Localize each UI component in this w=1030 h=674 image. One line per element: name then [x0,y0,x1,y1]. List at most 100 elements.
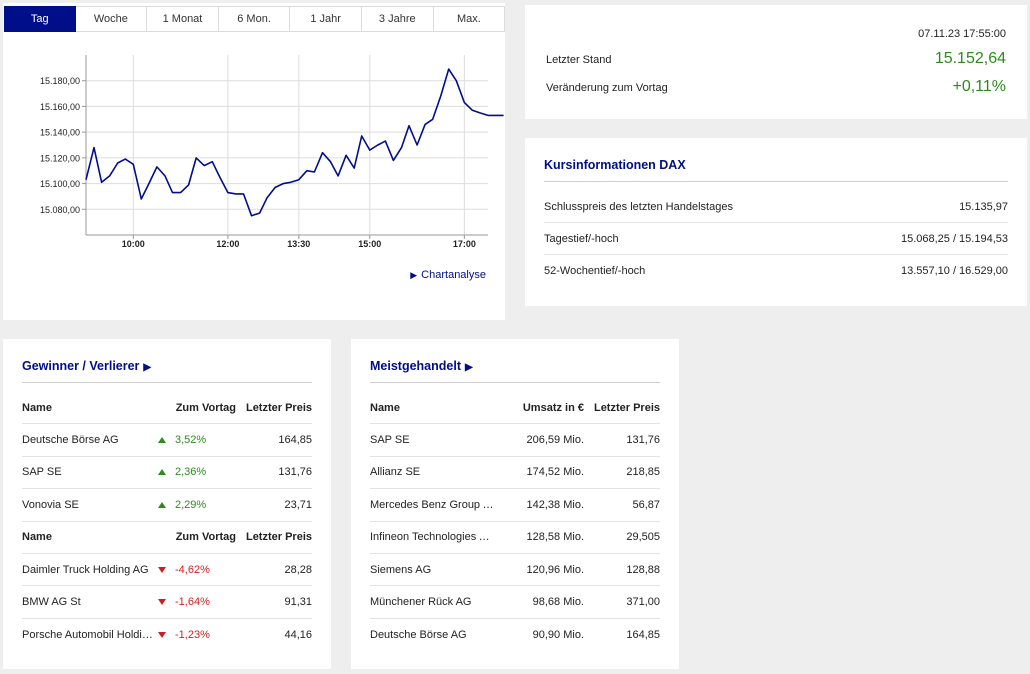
play-triangle-icon: ▶ [143,362,152,373]
tab-week[interactable]: Woche [75,6,148,32]
table-row[interactable]: Allianz SE 174,52 Mio. 218,85 [370,457,660,490]
change-value: 3,52% [175,434,207,447]
table-row[interactable]: Daimler Truck Holding AG -4,62% 28,28 [22,554,312,587]
quote-panel: 07.11.23 17:55:00 Letzter Stand 15.152,6… [525,5,1027,119]
tab-max[interactable]: Max. [433,6,506,32]
stock-volume: 206,59 Mio. [526,434,584,447]
stock-name[interactable]: Mercedes Benz Group AG … [370,498,494,511]
header-name: Name [370,401,400,414]
index-info-panel: Kursinformationen DAX Schlusspreis des l… [525,138,1027,306]
table-header-row: Name Umsatz in € Letzter Preis [370,392,660,425]
stock-change: 2,36% [156,466,236,478]
arrow-up-icon [158,469,166,476]
stock-price: 131,76 [626,434,660,447]
stock-volume: 128,58 Mio. [526,531,584,544]
header-name: Name [22,531,52,544]
gainers-losers-panel: Gewinner / Verlierer ▶ Name Zum Vortag Le… [3,339,331,669]
table-row[interactable]: SAP SE 2,36% 131,76 [22,457,312,490]
header-change: Zum Vortag [175,531,236,544]
stock-price: 164,85 [278,434,312,447]
info-row-close: Schlusspreis des letzten Handelstages 15… [544,191,1008,223]
timeframe-tabs: Tag Woche 1 Monat 6 Mon. 1 Jahr 3 Jahre … [4,6,506,32]
info-label: 52-Wochentief/-hoch [544,265,646,277]
table-row[interactable]: Vonovia SE 2,29% 23,71 [22,489,312,522]
last-price-label: Letzter Stand [546,54,612,66]
info-label: Tagestief/-hoch [544,232,619,245]
table-row[interactable]: Deutsche Börse AG 90,90 Mio. 164,85 [370,619,660,651]
stock-name[interactable]: Daimler Truck Holding AG [22,563,149,576]
tab-6-months[interactable]: 6 Mon. [218,6,291,32]
change-value: 2,36% [175,466,207,479]
gainers-losers-link[interactable]: Gewinner / Verlierer ▶ [22,359,151,373]
stock-name[interactable]: Vonovia SE [22,498,79,511]
table-row[interactable]: SAP SE 206,59 Mio. 131,76 [370,424,660,457]
stock-price: 29,505 [626,531,660,544]
tab-3-years[interactable]: 3 Jahre [361,6,434,32]
chartanalyse-link[interactable]: ▶ Chartanalyse [410,269,486,281]
tab-1-month[interactable]: 1 Monat [147,6,219,32]
table-row[interactable]: Porsche Automobil Holding… -1,23% 44,16 [22,619,312,651]
stock-name[interactable]: SAP SE [370,434,410,447]
arrow-up-icon [158,437,166,444]
info-value: 13.557,10 / 16.529,00 [900,265,1008,277]
stock-volume: 142,38 Mio. [526,498,584,511]
info-title: Kursinformationen DAX [544,158,686,172]
tab-day[interactable]: Tag [4,6,76,32]
table-row[interactable]: Münchener Rück AG 98,68 Mio. 371,00 [370,586,660,619]
stock-price: 164,85 [626,628,660,641]
change-value: -1,64% [175,596,210,609]
stock-change: 3,52% [156,434,236,446]
table-row[interactable]: Infineon Technologies AG 128,58 Mio. 29,… [370,522,660,554]
chartanalyse-label: Chartanalyse [421,269,486,281]
stock-volume: 174,52 Mio. [526,466,584,479]
table-row[interactable]: BMW AG St -1,64% 91,31 [22,586,312,619]
x-tick-label: 12:00 [216,239,239,249]
info-value: 15.068,25 / 15.194,53 [900,232,1008,245]
price-chart: 15.080,00 15.100,00 15.120,00 15.140,00 15.1… [40,55,504,249]
most-traded-title: Meistgehandelt [370,359,461,373]
change-row: Veränderung zum Vortag +0,11% [546,78,1006,96]
stock-name[interactable]: Porsche Automobil Holding… [22,628,156,641]
header-name: Name [22,401,52,414]
arrow-down-icon [158,599,166,606]
stock-name[interactable]: Deutsche Börse AG [22,434,119,447]
y-tick-label: 15.100,00 [40,179,80,189]
y-tick-label: 15.080,00 [40,205,80,215]
y-tick-label: 15.120,00 [40,153,80,163]
stock-price: 56,87 [632,498,660,511]
play-triangle-icon: ▶ [410,270,418,280]
stock-change: -4,62% [156,564,236,576]
stock-volume: 120,96 Mio. [526,563,584,576]
stock-name[interactable]: SAP SE [22,466,62,479]
stock-name[interactable]: Münchener Rück AG [370,596,472,609]
stock-volume: 98,68 Mio. [532,596,584,609]
most-traded-link[interactable]: Meistgehandelt ▶ [370,359,473,373]
y-tick-label: 15.180,00 [40,76,80,86]
header-price: Letzter Preis [245,401,312,414]
info-row-52w-range: 52-Wochentief/-hoch 13.557,10 / 16.529,0… [544,255,1008,287]
table-row[interactable]: Siemens AG 120,96 Mio. 128,88 [370,554,660,587]
stock-name[interactable]: Infineon Technologies AG [370,531,494,544]
stock-price: 91,31 [284,596,312,609]
arrow-down-icon [158,631,166,638]
table-row[interactable]: Deutsche Börse AG 3,52% 164,85 [22,424,312,457]
stock-price: 128,88 [626,563,660,576]
tab-1-year[interactable]: 1 Jahr [290,6,362,32]
header-change: Zum Vortag [175,401,236,414]
gainers-losers-title: Gewinner / Verlierer [22,359,140,373]
stock-name[interactable]: Deutsche Börse AG [370,628,467,641]
header-price: Letzter Preis [593,401,660,414]
most-traded-panel: Meistgehandelt ▶ Name Umsatz in € Letzter… [351,339,679,669]
stock-price: 23,71 [284,498,312,511]
stock-price: 44,16 [284,628,312,641]
stock-name[interactable]: Allianz SE [370,466,421,479]
stock-name[interactable]: BMW AG St [22,596,81,609]
info-value: 15.135,97 [959,200,1008,213]
table-row[interactable]: Mercedes Benz Group AG … 142,38 Mio. 56,… [370,489,660,522]
arrow-up-icon [158,501,166,508]
stock-price: 28,28 [284,563,312,576]
stock-name[interactable]: Siemens AG [370,563,432,576]
play-triangle-icon: ▶ [465,362,473,373]
change-value: +0,11% [952,78,1006,95]
stock-change: -1,64% [156,596,236,608]
